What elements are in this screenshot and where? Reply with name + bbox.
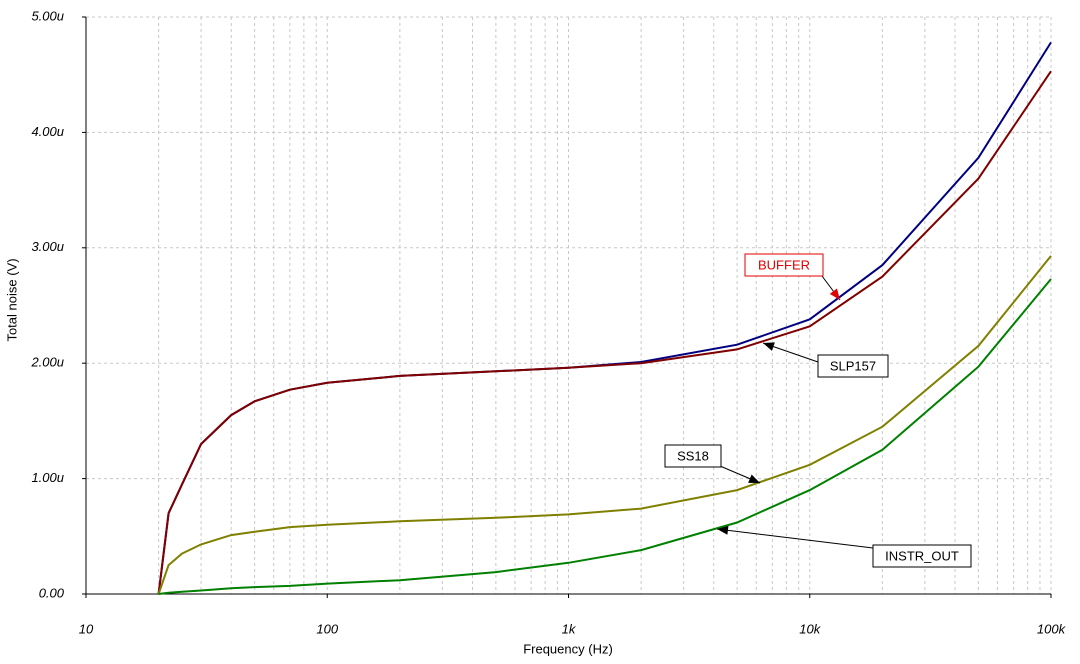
series-line — [158, 278, 1052, 595]
x-tick-label: 1k — [562, 621, 577, 636]
callout-arrow — [748, 474, 760, 483]
y-tick-label: 2.00u — [30, 355, 64, 370]
x-tick-label: 10 — [79, 621, 94, 636]
x-tick-label: 100k — [1037, 621, 1067, 636]
callout-box — [872, 544, 972, 568]
legend-label: SLP157 — [830, 358, 876, 373]
y-axis-label: Total noise (V) — [4, 258, 19, 341]
callout-arrow — [763, 342, 775, 351]
callout-box — [664, 444, 722, 468]
legend-label: BUFFER — [758, 257, 810, 272]
callout-line — [716, 528, 874, 549]
legend-label: INSTR_OUT — [885, 548, 959, 563]
series-line — [157, 70, 1052, 595]
y-tick-label: 3.00u — [31, 239, 64, 254]
callout-box — [744, 253, 824, 277]
y-tick-label: 4.00u — [31, 124, 64, 139]
y-tick-label: 0.00 — [39, 585, 65, 600]
callout-arrow — [829, 288, 840, 300]
y-tick-label: 5.00u — [31, 8, 64, 23]
series-line — [157, 255, 1052, 595]
callout-box — [817, 354, 889, 378]
callout-arrow — [717, 525, 729, 535]
legend-label: SS18 — [677, 448, 709, 463]
x-axis-label: Frequency (Hz) — [523, 641, 613, 656]
x-tick-label: 100 — [316, 621, 338, 636]
y-tick-label: 1.00u — [31, 470, 64, 485]
x-tick-label: 10k — [799, 621, 821, 636]
